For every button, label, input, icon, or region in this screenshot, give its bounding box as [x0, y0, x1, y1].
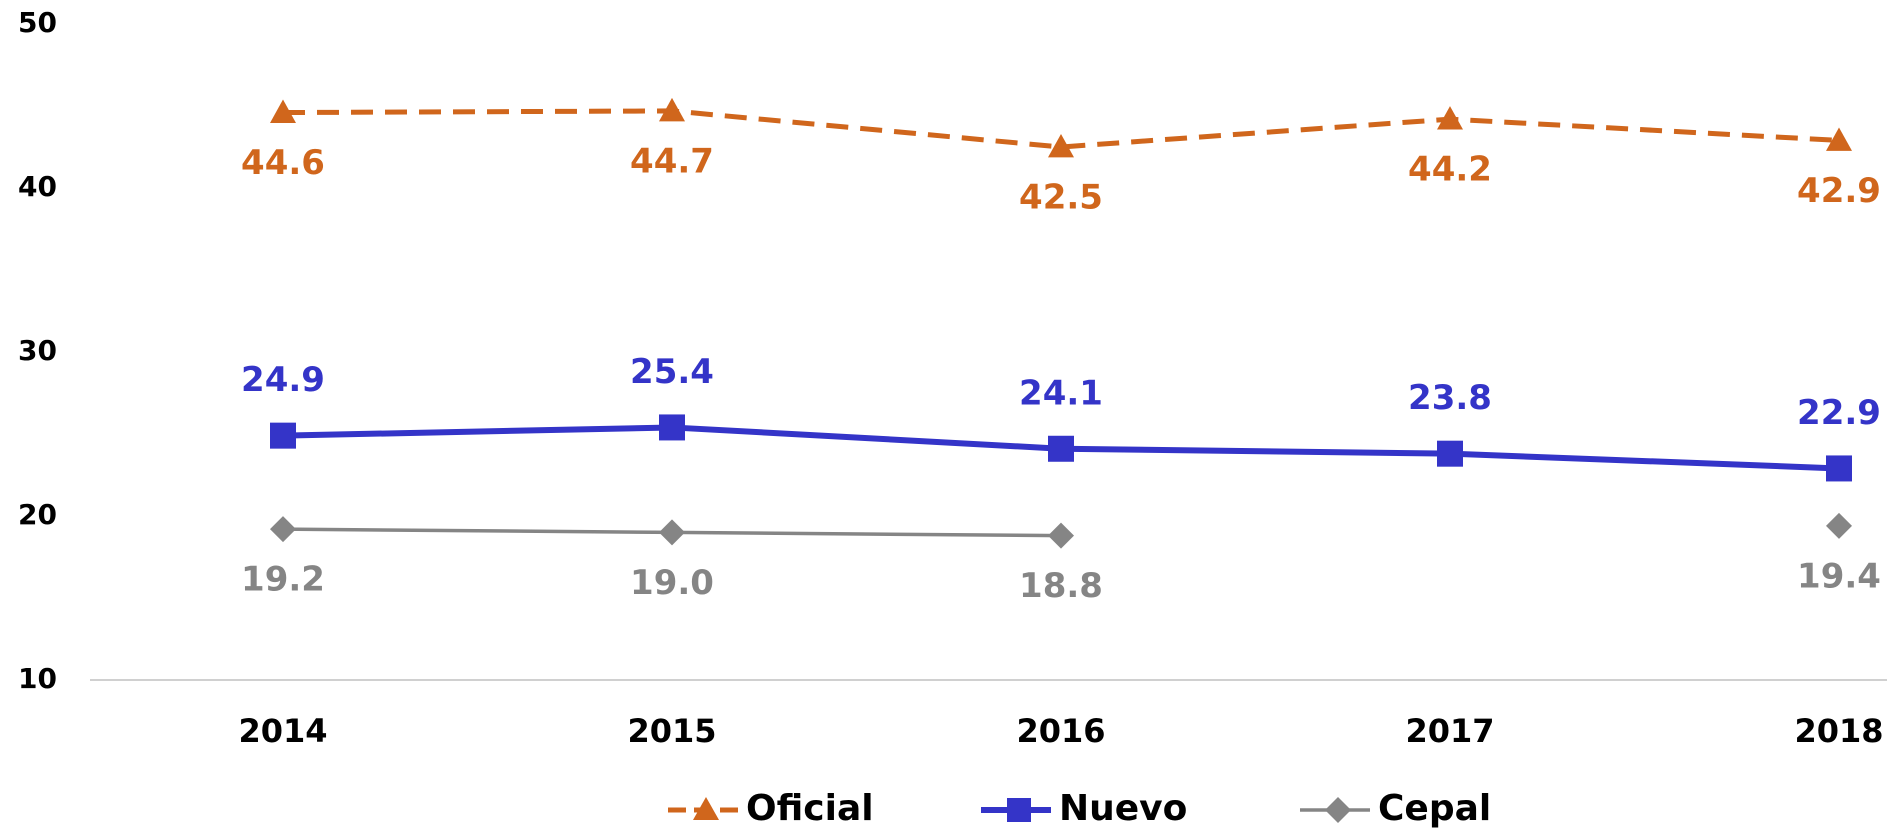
data-label: 24.9 — [241, 360, 325, 400]
data-point — [659, 519, 685, 546]
y-tick-label: 40 — [18, 170, 57, 203]
data-point — [270, 422, 296, 449]
data-label: 42.5 — [1019, 178, 1103, 218]
x-tick-label: 2018 — [1794, 712, 1883, 750]
x-tick-label: 2016 — [1016, 712, 1105, 750]
data-label: 42.9 — [1797, 171, 1881, 211]
data-label: 44.2 — [1408, 150, 1492, 190]
x-tick-label: 2014 — [238, 712, 327, 750]
x-tick-label: 2017 — [1405, 712, 1494, 750]
data-label: 24.1 — [1019, 373, 1103, 413]
legend-label: Oficial — [746, 788, 874, 829]
data-point — [1437, 106, 1463, 130]
data-label: 44.6 — [241, 143, 325, 183]
data-point — [1826, 455, 1852, 482]
data-point — [1826, 127, 1852, 151]
data-label: 25.4 — [630, 352, 714, 392]
data-point — [270, 99, 296, 123]
data-point — [1048, 435, 1074, 462]
y-tick-label: 50 — [18, 6, 57, 39]
data-point — [1437, 440, 1463, 467]
data-point — [659, 97, 685, 122]
data-point — [659, 414, 685, 441]
series-line — [282, 108, 1840, 150]
data-label: 19.0 — [630, 563, 714, 603]
y-tick-label: 30 — [18, 334, 57, 367]
legend-marker — [1007, 798, 1031, 822]
data-point — [1048, 522, 1074, 549]
legend-marker — [1325, 797, 1351, 823]
data-label: 19.2 — [241, 560, 325, 600]
x-tick-label: 2015 — [627, 712, 716, 750]
data-label: 44.7 — [630, 141, 714, 181]
data-label: 22.9 — [1797, 393, 1881, 433]
legend-label: Cepal — [1378, 788, 1491, 829]
data-label: 18.8 — [1019, 566, 1103, 606]
data-point — [1826, 512, 1852, 539]
y-tick-label: 10 — [18, 662, 57, 695]
y-tick-label: 20 — [18, 498, 57, 531]
legend-label: Nuevo — [1059, 788, 1187, 829]
data-label: 19.4 — [1797, 556, 1881, 596]
data-point — [270, 516, 296, 543]
legend-marker — [693, 797, 719, 820]
data-label: 23.8 — [1408, 378, 1492, 418]
data-point — [1048, 134, 1074, 158]
